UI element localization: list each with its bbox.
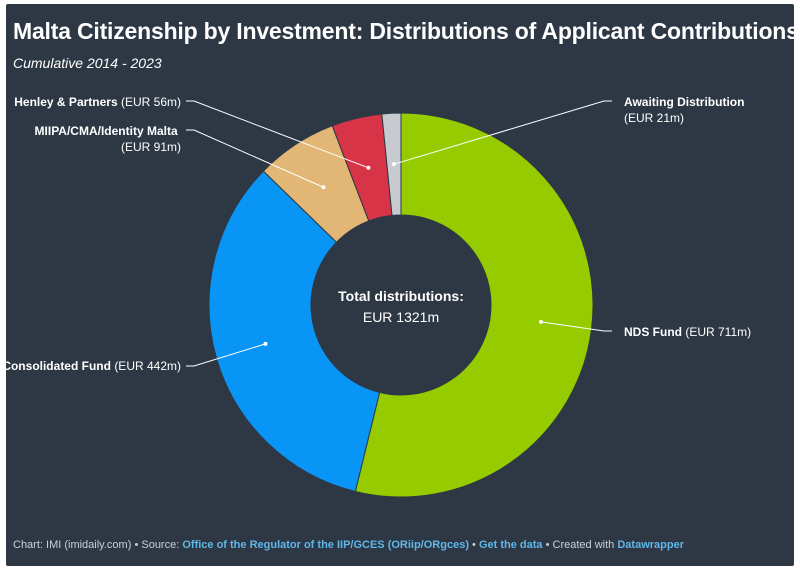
chart-footer: Chart: IMI (imidaily.com) • Source: Offi… [13,539,684,551]
slice-label-value: (EUR 442m) [114,359,181,373]
slice-label-name: Awaiting Distribution [624,95,744,109]
chart-title: Malta Citizenship by Investment: Distrib… [13,18,799,44]
slice-awaiting-distribution[interactable] [381,112,402,216]
slice-nds-fund[interactable] [354,112,594,498]
leader-line-henley-partners [186,100,369,169]
footer-datawrapper-link[interactable]: Datawrapper [617,539,684,551]
center-total-value: EUR 1321m [363,309,439,325]
leader-dot-henley-partners [366,165,371,170]
slice-label-name: Henley & Partners [14,95,118,109]
slice-label-name: NDS Fund [624,325,682,339]
chart-subtitle: Cumulative 2014 - 2023 [13,55,162,71]
leader-line-nds-fund [540,321,612,332]
slice-label-name: MIIPA/CMA/Identity Malta [35,124,178,138]
footer-bullet: • [545,539,550,551]
slice-label-consolidated-fund: Consolidated Fund (EUR 442m) [2,359,181,373]
slice-label-value: (EUR 56m) [121,95,181,109]
leader-line-miipa-cma-identity-malta [186,129,324,188]
leader-dot-awaiting-distribution [391,162,396,167]
footer-created-prefix: Created with [552,539,615,551]
slice-label-value: (EUR 21m) [624,111,684,125]
slice-label-awaiting: Awaiting Distribution (EUR 21m) [624,95,748,125]
leader-line-consolidated-fund [186,343,266,367]
footer-source-link[interactable]: Office of the Regulator of the IIP/GCES … [182,539,469,551]
footer-source-prefix: Source: [141,539,180,551]
slice-label-miipa: MIIPA/CMA/Identity Malta (EUR 91m) [35,124,181,154]
slice-consolidated-fund[interactable] [208,170,381,493]
footer-bullet: • [134,539,139,551]
slice-label-value: (EUR 91m) [121,140,181,154]
slice-label-henley: Henley & Partners (EUR 56m) [14,95,181,109]
center-total-heading: Total distributions: [338,288,464,304]
slice-label-value: (EUR 711m) [685,325,751,339]
leader-dot-nds-fund [538,319,543,324]
leader-line-awaiting-distribution [393,100,612,165]
leader-dot-consolidated-fund [263,341,268,346]
footer-get-data-link[interactable]: Get the data [478,539,543,551]
footer-chart-credit: Chart: IMI (imidaily.com) [13,539,132,551]
slice-label-name: Consolidated Fund [2,359,111,373]
footer-bullet: • [472,539,476,551]
leader-dot-miipa-cma-identity-malta [321,185,326,190]
slice-label-nds-fund: NDS Fund (EUR 711m) [624,325,751,339]
